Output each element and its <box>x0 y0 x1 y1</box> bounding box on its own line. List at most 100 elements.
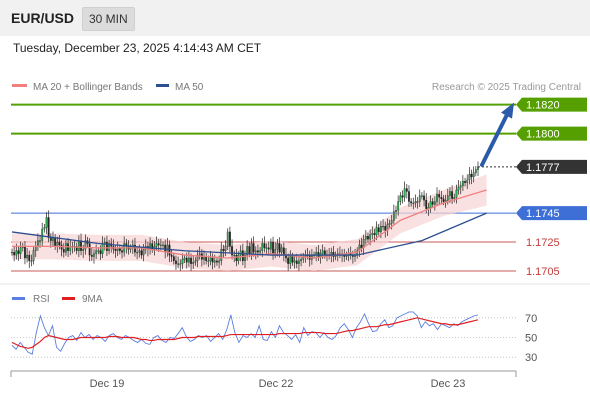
candle-down <box>106 241 108 251</box>
candle-up <box>300 259 302 262</box>
candle-up <box>293 260 296 263</box>
candle-up <box>436 194 438 202</box>
candle-up <box>194 260 197 263</box>
candle-down <box>291 256 294 263</box>
projection-arrow-shaft <box>480 110 510 167</box>
candle-down <box>235 254 238 262</box>
candle-down <box>410 201 413 204</box>
candle-up <box>371 233 374 235</box>
candle-up <box>382 226 384 228</box>
candle-down <box>190 257 192 264</box>
candle-up <box>34 246 37 251</box>
candle-down <box>231 246 233 256</box>
candle-up <box>474 169 477 173</box>
candle-up <box>455 189 458 198</box>
candle-down <box>80 240 82 251</box>
candle-up <box>457 186 460 191</box>
pivot-level-tag-bg <box>516 206 587 221</box>
price-tags: 1.1820 1.1800 1.1745 1.1725 1.1705 1.1777 <box>516 97 587 278</box>
candle-up <box>207 260 210 262</box>
ma50-legend-label: MA 50 <box>175 82 204 93</box>
candle-down <box>75 246 78 251</box>
target-level-tag-label: 1.1820 <box>526 100 560 112</box>
candle-up <box>43 227 46 230</box>
source-credit: Research © 2025 Trading Central <box>432 82 581 93</box>
candle-up <box>218 260 221 263</box>
ma20-legend-label: MA 20 + Bollinger Bands <box>33 82 143 93</box>
candle-up <box>237 254 240 262</box>
candle-up <box>136 252 139 254</box>
candle-up <box>414 201 417 204</box>
target-level-tag-label: 1.1800 <box>526 129 560 141</box>
support-level-label: 1.1725 <box>526 237 560 249</box>
candle-up <box>26 254 29 259</box>
candle-down <box>175 260 177 264</box>
candle-up <box>429 201 432 208</box>
candle-down <box>408 191 410 202</box>
rsi-tick-label: 30 <box>525 352 537 364</box>
9ma-line <box>11 317 479 349</box>
candle-up <box>388 223 391 225</box>
candle-up <box>468 173 471 181</box>
candle-down <box>47 217 50 238</box>
candle-up <box>95 250 98 254</box>
candle-up <box>224 246 227 251</box>
rsi-panel: 70 50 30 <box>11 311 537 364</box>
candle-down <box>121 250 123 253</box>
candle-up <box>459 185 462 188</box>
candle-up <box>41 228 44 241</box>
candle-down <box>384 226 387 231</box>
candle-down <box>431 201 434 205</box>
candle-down <box>332 252 335 257</box>
candle-up <box>159 244 162 246</box>
candle-down <box>54 237 57 247</box>
x-tick-label: Dec 23 <box>431 378 466 390</box>
candle-down <box>49 237 52 241</box>
candle-up <box>56 241 59 247</box>
candle-down <box>464 181 466 183</box>
candle-down <box>17 250 20 254</box>
9ma-legend-label: 9MA <box>82 294 103 305</box>
candle-up <box>433 201 436 205</box>
candle-up <box>97 250 100 252</box>
candle-up <box>246 246 249 256</box>
candle-up <box>181 259 184 264</box>
symbol-title: EUR/USD <box>11 10 75 26</box>
candle-up <box>416 201 419 203</box>
rsi-tick-label: 50 <box>525 333 537 345</box>
ma20-line <box>12 189 487 259</box>
candle-up <box>446 195 449 201</box>
candle-up <box>15 250 18 256</box>
candle-up <box>155 243 158 247</box>
candle-down <box>360 244 363 248</box>
candle-up <box>276 243 279 250</box>
candle-down <box>90 254 93 257</box>
x-tick-label: Dec 22 <box>259 378 294 390</box>
candle-down <box>401 195 404 198</box>
candle-up <box>289 256 292 264</box>
candle-down <box>287 257 290 264</box>
current-price-tag-label: 1.1777 <box>526 162 560 174</box>
candle-up <box>274 249 277 254</box>
candle-down <box>28 254 31 262</box>
candle-up <box>39 240 41 242</box>
candle-down <box>252 243 255 253</box>
rsi-tick-label: 70 <box>525 313 537 325</box>
candle-up <box>82 249 85 251</box>
candle-down <box>99 250 102 254</box>
candle-up <box>265 247 268 249</box>
candle-down <box>114 249 117 251</box>
candle-up <box>418 195 421 202</box>
candle-up <box>380 226 382 233</box>
candle-up <box>395 210 397 212</box>
candle-down <box>24 246 26 259</box>
candle-up <box>220 249 223 262</box>
rsi-line <box>11 311 479 355</box>
x-tick-label: Dec 19 <box>90 378 125 390</box>
rsi-legend-swatch <box>12 297 25 300</box>
candle-up <box>364 236 367 240</box>
timeframe-badge[interactable]: 30 MIN <box>82 7 135 31</box>
candle-up <box>177 263 180 265</box>
projection-arrow-head <box>501 102 514 119</box>
candle-up <box>30 260 33 262</box>
